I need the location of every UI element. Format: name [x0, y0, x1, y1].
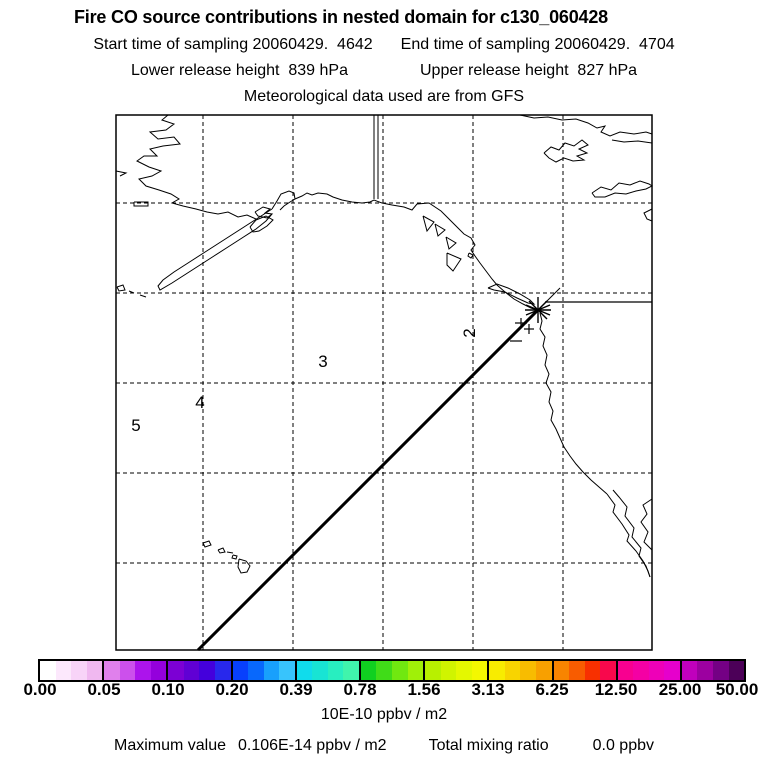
- colorbar-cell: [712, 661, 729, 680]
- receptor-star-marker: [525, 297, 551, 323]
- colorbar-cell: [327, 661, 344, 680]
- colorbar-cell: [504, 661, 521, 680]
- day-label-4: 4: [195, 393, 204, 412]
- colorbar-cell: [119, 661, 136, 680]
- colorbar-cell: [392, 661, 408, 680]
- colorbar-cell: [664, 661, 680, 680]
- colorbar-tick-25.00: 25.00: [658, 680, 702, 699]
- lower-release-text: Lower release height 839 hPa: [130, 62, 348, 79]
- max-value-label: Maximum value: [113, 737, 227, 754]
- colorbar-cell: [248, 661, 264, 680]
- colorbar-cell: [553, 661, 570, 680]
- colorbar-cell: [215, 661, 231, 680]
- colorbar-segment-10: [679, 661, 745, 680]
- mixing-ratio-label: Total mixing ratio: [428, 737, 549, 754]
- colorbar-cell: [535, 661, 552, 680]
- colorbar-cell: [617, 661, 634, 680]
- colorbar-cell: [407, 661, 424, 680]
- colorbar-tick-6.25: 6.25: [535, 680, 569, 699]
- colorbar-cell: [471, 661, 488, 680]
- colorbar-cell: [104, 661, 120, 680]
- colorbar-cell: [681, 661, 698, 680]
- colorbar-cell: [199, 661, 216, 680]
- political-borders: [373, 115, 652, 303]
- colorbar-cell: [456, 661, 472, 680]
- colorbar-tick-12.50: 12.50: [594, 680, 638, 699]
- colorbar-tick-0.00: 0.00: [23, 680, 57, 699]
- colorbar-cell: [312, 661, 328, 680]
- colorbar-segment-7: [487, 661, 552, 680]
- colorbar-tick-0.78: 0.78: [343, 680, 377, 699]
- colorbar-cell: [425, 661, 441, 680]
- colorbar-cell: [40, 661, 56, 680]
- colorbar-units-label: 10E-10 ppbv / m2: [320, 706, 448, 723]
- colorbar-cell: [296, 661, 313, 680]
- colorbar-segment-3: [230, 661, 295, 680]
- colorbar-cell: [600, 661, 616, 680]
- met-data-line: Meteorological data used are from GFS: [0, 88, 768, 106]
- colorbar-cell: [376, 661, 393, 680]
- colorbar-segment-9: [615, 661, 680, 680]
- colorbar-tick-0.20: 0.20: [215, 680, 249, 699]
- colorbar-cell: [584, 661, 601, 680]
- end-time-text: End time of sampling 20060429. 4704: [400, 36, 675, 53]
- start-time-text: Start time of sampling 20060429. 4642: [93, 36, 373, 53]
- graticule-gridlines: [116, 115, 652, 650]
- colorbar-segment-5: [358, 661, 424, 680]
- max-value-number: 0.106E-14 ppbv / m2: [238, 737, 387, 754]
- colorbar-cell: [520, 661, 536, 680]
- colorbar-segment-1: [102, 661, 167, 680]
- colorbar-segment-2: [166, 661, 231, 680]
- colorbar-cell: [489, 661, 505, 680]
- colorbar-segment-8: [551, 661, 616, 680]
- footer-stats: Maximum value 0.106E-14 ppbv / m2 Total …: [0, 737, 768, 755]
- colorbar-cell: [569, 661, 585, 680]
- day-label-2: 2: [460, 328, 479, 337]
- flight-track-ticks: [510, 318, 534, 342]
- trajectory-day-labels: 2 3 4 5: [131, 328, 479, 435]
- colorbar-cell: [150, 661, 167, 680]
- colorbar-tick-0.39: 0.39: [279, 680, 313, 699]
- release-heights-line: Lower release height 839 hPa Upper relea…: [0, 62, 768, 80]
- colorbar-tick-1.56: 1.56: [407, 680, 441, 699]
- colorbar-segment-0: [40, 661, 103, 680]
- colorbar-segment-6: [423, 661, 488, 680]
- page-title: Fire CO source contributions in nested d…: [74, 7, 608, 27]
- colorbar-cell: [86, 661, 103, 680]
- colorbar-segment-4: [294, 661, 359, 680]
- colorbar-cell: [55, 661, 72, 680]
- colorbar-cell: [633, 661, 649, 680]
- colorbar-cell: [728, 661, 745, 680]
- colorbar-cell: [697, 661, 713, 680]
- colorbar-cell: [263, 661, 280, 680]
- day-label-3: 3: [318, 352, 327, 371]
- colorbar-cell: [71, 661, 87, 680]
- colorbar-cell: [135, 661, 151, 680]
- colorbar: [38, 659, 746, 682]
- coastlines: [115, 114, 653, 578]
- mixing-ratio-number: 0.0 ppbv: [592, 737, 654, 754]
- colorbar-tick-0.10: 0.10: [151, 680, 185, 699]
- upper-release-text: Upper release height 827 hPa: [420, 62, 638, 79]
- colorbar-tick-50.00: 50.00: [715, 680, 759, 699]
- day-label-5: 5: [131, 416, 140, 435]
- colorbar-tick-0.05: 0.05: [87, 680, 121, 699]
- colorbar-cell: [343, 661, 359, 680]
- colorbar-cell: [168, 661, 184, 680]
- colorbar-cell: [440, 661, 457, 680]
- colorbar-cell: [232, 661, 249, 680]
- colorbar-tick-3.13: 3.13: [471, 680, 505, 699]
- sampling-times-line: Start time of sampling 20060429. 4642 En…: [0, 36, 768, 54]
- colorbar-cell: [360, 661, 377, 680]
- colorbar-cell: [279, 661, 295, 680]
- colorbar-cell: [648, 661, 665, 680]
- met-data-text: Meteorological data used are from GFS: [243, 88, 525, 105]
- trajectory-line: [196, 308, 540, 652]
- colorbar-cell: [183, 661, 200, 680]
